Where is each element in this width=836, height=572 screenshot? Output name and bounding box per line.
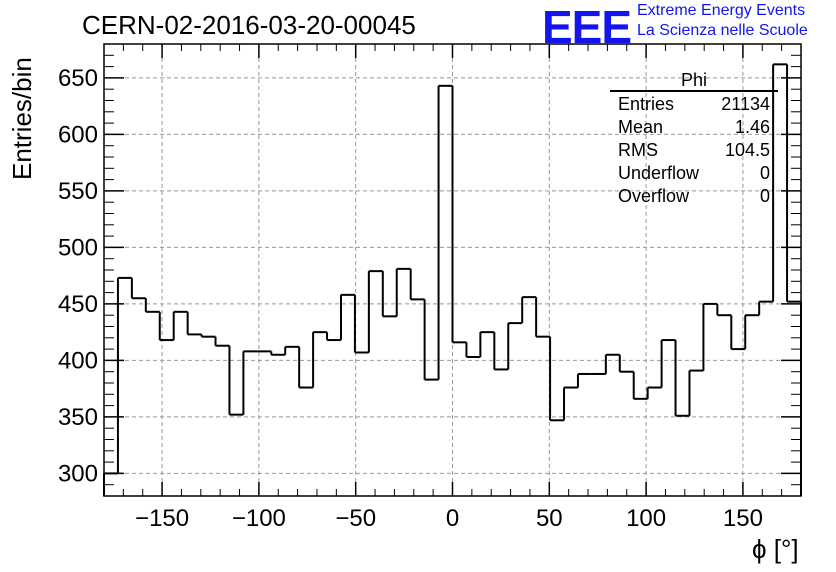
y-tick-label: 500 <box>58 234 98 261</box>
stats-separator <box>610 90 778 92</box>
y-axis-label: Entries/bin <box>7 57 37 180</box>
stat-name-overflow: Overflow <box>618 186 690 206</box>
x-tick-label: 150 <box>723 505 763 532</box>
logo-subtitle-1: Extreme Energy Events <box>637 2 806 19</box>
x-axis-label: ϕ [°] <box>752 534 799 564</box>
stat-name-rms: RMS <box>618 140 658 160</box>
x-tick-label: 100 <box>626 505 666 532</box>
stats-title: Phi <box>680 70 707 90</box>
stat-value-overflow: 0 <box>759 186 770 206</box>
x-tick-label: −150 <box>135 505 189 532</box>
chart-title: CERN-02-2016-03-20-00045 <box>82 10 416 40</box>
stat-value-underflow: 0 <box>759 163 770 183</box>
stat-name-underflow: Underflow <box>618 163 700 183</box>
y-tick-label: 300 <box>58 460 98 487</box>
x-tick-label: 50 <box>536 505 563 532</box>
y-tick-label: 450 <box>58 291 98 318</box>
x-tick-label: −50 <box>335 505 376 532</box>
stat-value-entries: 21134 <box>721 94 770 114</box>
stat-value-rms: 104.5 <box>724 140 770 160</box>
y-tick-label: 650 <box>58 65 98 92</box>
x-tick-label: 0 <box>446 505 459 532</box>
y-tick-label: 600 <box>58 121 98 148</box>
y-tick-label: 350 <box>58 404 98 431</box>
stat-value-mean: 1.46 <box>734 117 770 137</box>
stat-name-entries: Entries <box>618 94 675 114</box>
y-tick-label: 400 <box>58 347 98 374</box>
stat-name-mean: Mean <box>618 117 664 137</box>
y-tick-label: 550 <box>58 178 98 205</box>
logo-subtitle-2: La Scienza nelle Scuole <box>637 22 808 39</box>
x-tick-label: −100 <box>232 505 286 532</box>
